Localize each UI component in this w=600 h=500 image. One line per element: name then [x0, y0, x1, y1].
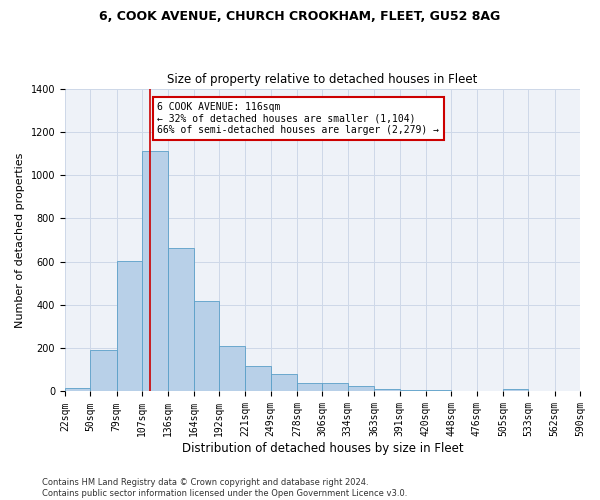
Bar [219, 346, 245, 392]
Bar [374, 390, 400, 392]
Text: Contains HM Land Registry data © Crown copyright and database right 2024.
Contai: Contains HM Land Registry data © Crown c… [42, 478, 407, 498]
Bar [400, 390, 426, 392]
X-axis label: Distribution of detached houses by size in Fleet: Distribution of detached houses by size … [182, 442, 463, 455]
Bar [65, 388, 90, 392]
Bar [297, 384, 322, 392]
Bar [245, 366, 271, 392]
Text: 6, COOK AVENUE, CHURCH CROOKHAM, FLEET, GU52 8AG: 6, COOK AVENUE, CHURCH CROOKHAM, FLEET, … [100, 10, 500, 23]
Title: Size of property relative to detached houses in Fleet: Size of property relative to detached ho… [167, 73, 478, 86]
Bar [142, 152, 168, 392]
Bar [194, 300, 219, 392]
Bar [168, 248, 194, 392]
Text: 6 COOK AVENUE: 116sqm
← 32% of detached houses are smaller (1,104)
66% of semi-d: 6 COOK AVENUE: 116sqm ← 32% of detached … [157, 102, 439, 134]
Bar [90, 350, 116, 392]
Bar [426, 390, 451, 392]
Bar [271, 374, 297, 392]
Y-axis label: Number of detached properties: Number of detached properties [15, 152, 25, 328]
Bar [322, 384, 348, 392]
Bar [503, 389, 529, 392]
Bar [348, 386, 374, 392]
Bar [116, 260, 142, 392]
